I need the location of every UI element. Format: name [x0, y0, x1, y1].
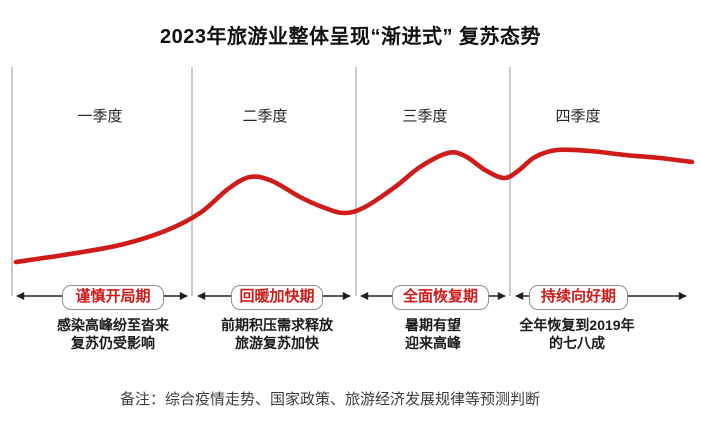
quarter-label-q1: 一季度 — [77, 108, 123, 125]
phase-label-box-q3: 全面恢复期 — [392, 285, 489, 310]
phase-desc-q1: 感染高峰纷至沓来 复苏仍受影响 — [57, 317, 169, 351]
phase-desc-q4: 全年恢复到2019年 的七八成 — [519, 317, 635, 351]
phase-desc-q2: 前期积压需求释放 旅游复苏加快 — [221, 317, 333, 351]
phase-label-box-q4: 持续向好期 — [529, 285, 628, 310]
recovery-trend-curve — [13, 147, 695, 265]
quarter-label-q4: 四季度 — [555, 108, 601, 125]
phase-desc-q3: 暑期有望 迎来高峰 — [405, 317, 461, 351]
phase-label-box-q2: 回暖加快期 — [231, 285, 323, 310]
footnote: 备注：综合疫情走势、国家政策、旅游经济发展规律等预测判断 — [119, 391, 540, 408]
quarter-label-q2: 二季度 — [242, 108, 288, 125]
quarter-label-q3: 三季度 — [402, 108, 448, 125]
phase-label-box-q1: 谨慎开局期 — [62, 285, 164, 310]
chart-title: 2023年旅游业整体呈现“渐进式” 复苏态势 — [159, 26, 542, 48]
